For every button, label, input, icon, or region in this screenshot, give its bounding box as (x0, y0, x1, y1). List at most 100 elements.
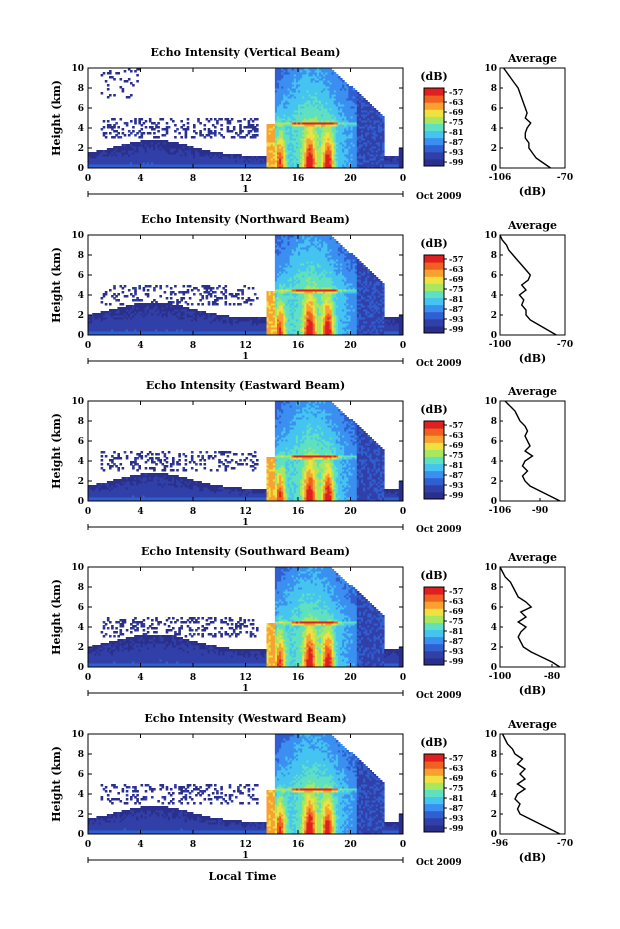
heatmap-cell (340, 106, 343, 109)
heatmap-cell (358, 102, 362, 105)
heatmap-cell (342, 132, 345, 135)
heatmap-cell (262, 327, 265, 330)
heatmap-cell (123, 319, 127, 322)
heatmap-cell (155, 303, 158, 306)
heatmap-cell (96, 317, 99, 320)
heatmap-cell (167, 327, 171, 330)
heatmap-cell (169, 293, 173, 296)
heatmap-cell (377, 120, 381, 123)
heatmap-cell (373, 114, 377, 117)
heatmap-cell (373, 142, 377, 145)
heatmap-cell (123, 313, 127, 316)
heatmap-cell (165, 144, 169, 147)
heatmap-cell (379, 156, 383, 159)
heatmap-cell (127, 152, 131, 155)
heatmap-cell (335, 136, 339, 139)
heatmap-cell (329, 98, 333, 101)
heatmap-cell (337, 80, 341, 83)
heatmap-cell (321, 102, 324, 105)
heatmap-cell (106, 317, 110, 320)
heatmap-cell (298, 100, 301, 103)
heatmap-cell (342, 156, 345, 159)
heatmap-cell (132, 321, 135, 324)
heatmap-cell (142, 162, 146, 165)
heatmap-cell (283, 110, 286, 113)
heatmap-cell (379, 126, 383, 129)
heatmap-cell (291, 144, 295, 147)
heatmap-cell (285, 68, 288, 71)
heatmap-cell (352, 126, 356, 129)
heatmap-cell (214, 158, 217, 161)
heatmap-cell (113, 160, 116, 163)
heatmap-cell (90, 331, 93, 334)
heatmap-cell (356, 106, 360, 109)
heatmap-cell (88, 331, 91, 334)
heatmap-cell (342, 130, 345, 133)
heatmap-cell (98, 164, 102, 167)
heatmap-cell (239, 325, 242, 328)
heatmap-cell (335, 100, 339, 103)
heatmap-cell (346, 154, 349, 157)
heatmap-cell (172, 164, 175, 167)
heatmap-cell (268, 162, 272, 165)
heatmap-cell (167, 154, 171, 157)
heatmap-cell (174, 315, 177, 318)
heatmap-cell (190, 313, 194, 316)
heatmap-cell (121, 154, 125, 157)
average-title: Average (507, 52, 557, 65)
heatmap-cell (132, 126, 135, 129)
heatmap-cell (392, 156, 396, 159)
heatmap-cell (130, 144, 133, 147)
heatmap-cell (329, 86, 333, 89)
heatmap-cell (186, 160, 190, 163)
heatmap-cell (144, 162, 148, 165)
heatmap-cell (319, 164, 322, 167)
heatmap-cell (205, 289, 209, 292)
heatmap-cell (184, 148, 188, 151)
heatmap-cell (340, 122, 343, 125)
heatmap-cell (272, 317, 276, 320)
heatmap-cell (333, 116, 337, 119)
heatmap-cell (245, 325, 249, 328)
heatmap-cell (153, 160, 156, 163)
heatmap-cell (348, 108, 351, 111)
heatmap-cell (295, 158, 299, 161)
heatmap-cell (277, 94, 280, 97)
heatmap-cell (298, 134, 301, 137)
heatmap-cell (140, 132, 144, 135)
heatmap-cell (96, 333, 99, 336)
heatmap-cell (151, 317, 154, 320)
heatmap-cell (285, 110, 288, 113)
heatmap-cell (304, 138, 307, 141)
heatmap-cell (274, 166, 278, 169)
heatmap-cell (159, 166, 162, 169)
heatmap-cell (295, 126, 299, 129)
heatmap-cell (224, 158, 228, 161)
heatmap-cell (224, 327, 228, 330)
heatmap-cell (390, 164, 393, 167)
heatmap-cell (279, 84, 282, 87)
heatmap-cell (384, 162, 387, 165)
heatmap-cell (325, 118, 328, 121)
heatmap-cell (272, 164, 276, 167)
heatmap-cell (138, 315, 141, 318)
heatmap-cell (237, 323, 240, 326)
heatmap-cell (358, 120, 362, 123)
heatmap-cell (113, 146, 116, 149)
heatmap-cell (373, 162, 377, 165)
heatmap-cell (312, 94, 316, 97)
y-tick-label: 4 (78, 124, 84, 134)
heatmap-cell (251, 325, 255, 328)
heatmap-cell (283, 142, 286, 145)
heatmap-cell (289, 110, 293, 113)
heatmap-cell (274, 319, 278, 322)
heatmap-cell (371, 162, 375, 165)
heatmap-cell (369, 116, 372, 119)
heatmap-cell (270, 124, 274, 127)
heatmap-cell (323, 136, 326, 139)
heatmap-cell (329, 142, 333, 145)
heatmap-cell (127, 321, 131, 324)
heatmap-cell (293, 122, 297, 125)
heatmap-cell (331, 106, 335, 109)
heatmap-cell (243, 285, 246, 288)
